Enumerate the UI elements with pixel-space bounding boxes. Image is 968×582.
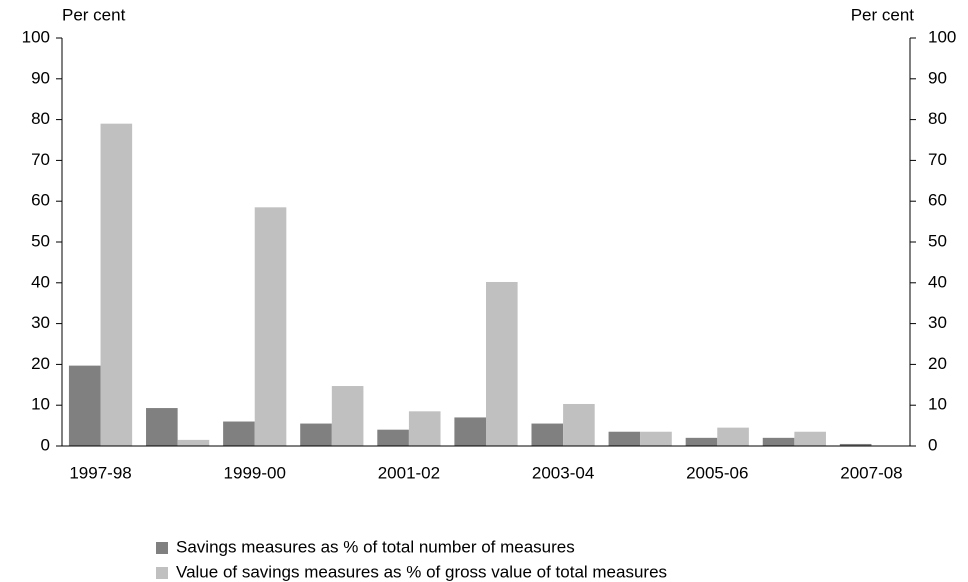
- bar: [640, 431, 672, 446]
- bar: [377, 429, 409, 446]
- y2-tick-label: 20: [928, 354, 947, 373]
- x-tick-label: 1997-98: [69, 463, 131, 482]
- x-tick-label: 1999-00: [224, 463, 286, 482]
- bar: [486, 281, 518, 446]
- y2-tick-label: 100: [928, 27, 956, 46]
- bar: [254, 207, 287, 446]
- y-tick-label: 10: [31, 395, 50, 414]
- y2-tick-label: 50: [928, 231, 947, 250]
- y-tick-label: 20: [31, 354, 50, 373]
- bar: [762, 437, 795, 446]
- bar: [177, 439, 210, 446]
- bar: [100, 123, 133, 447]
- bar: [146, 408, 178, 446]
- bar: [608, 431, 641, 446]
- x-tick-label: 2007-08: [840, 463, 902, 482]
- y2-tick-label: 40: [928, 272, 947, 291]
- y-tick-label: 50: [31, 231, 50, 250]
- bar: [68, 365, 101, 446]
- y2-axis-label: Per cent: [851, 5, 915, 24]
- legend-swatch: [156, 542, 168, 554]
- y2-tick-label: 90: [928, 68, 947, 87]
- bar: [408, 411, 441, 446]
- y2-tick-label: 70: [928, 150, 947, 169]
- x-tick-label: 2005-06: [686, 463, 748, 482]
- y-tick-label: 70: [31, 150, 50, 169]
- bar: [717, 427, 749, 446]
- y2-tick-label: 30: [928, 313, 947, 332]
- y2-tick-label: 10: [928, 395, 947, 414]
- y-tick-label: 100: [22, 27, 50, 46]
- y2-tick-label: 0: [928, 435, 937, 454]
- y-tick-label: 60: [31, 191, 50, 210]
- bar: [685, 437, 718, 446]
- y2-tick-label: 80: [928, 109, 947, 128]
- y-tick-label: 30: [31, 313, 50, 332]
- bar: [454, 417, 486, 446]
- legend-label: Savings measures as % of total number of…: [176, 537, 575, 556]
- y-tick-label: 0: [41, 435, 50, 454]
- y-tick-label: 90: [31, 68, 50, 87]
- legend-label: Value of savings measures as % of gross …: [176, 562, 667, 581]
- x-tick-label: 2003-04: [532, 463, 594, 482]
- bar: [839, 443, 872, 446]
- bar: [300, 423, 332, 446]
- y-tick-label: 80: [31, 109, 50, 128]
- legend-swatch: [156, 567, 168, 579]
- y-tick-label: 40: [31, 272, 50, 291]
- bar: [331, 386, 364, 446]
- y2-tick-label: 60: [928, 191, 947, 210]
- bar: [223, 421, 255, 446]
- y-axis-label: Per cent: [62, 5, 126, 24]
- bar: [563, 403, 595, 446]
- bar: [531, 423, 564, 446]
- x-tick-label: 2001-02: [378, 463, 440, 482]
- bar: [794, 431, 826, 446]
